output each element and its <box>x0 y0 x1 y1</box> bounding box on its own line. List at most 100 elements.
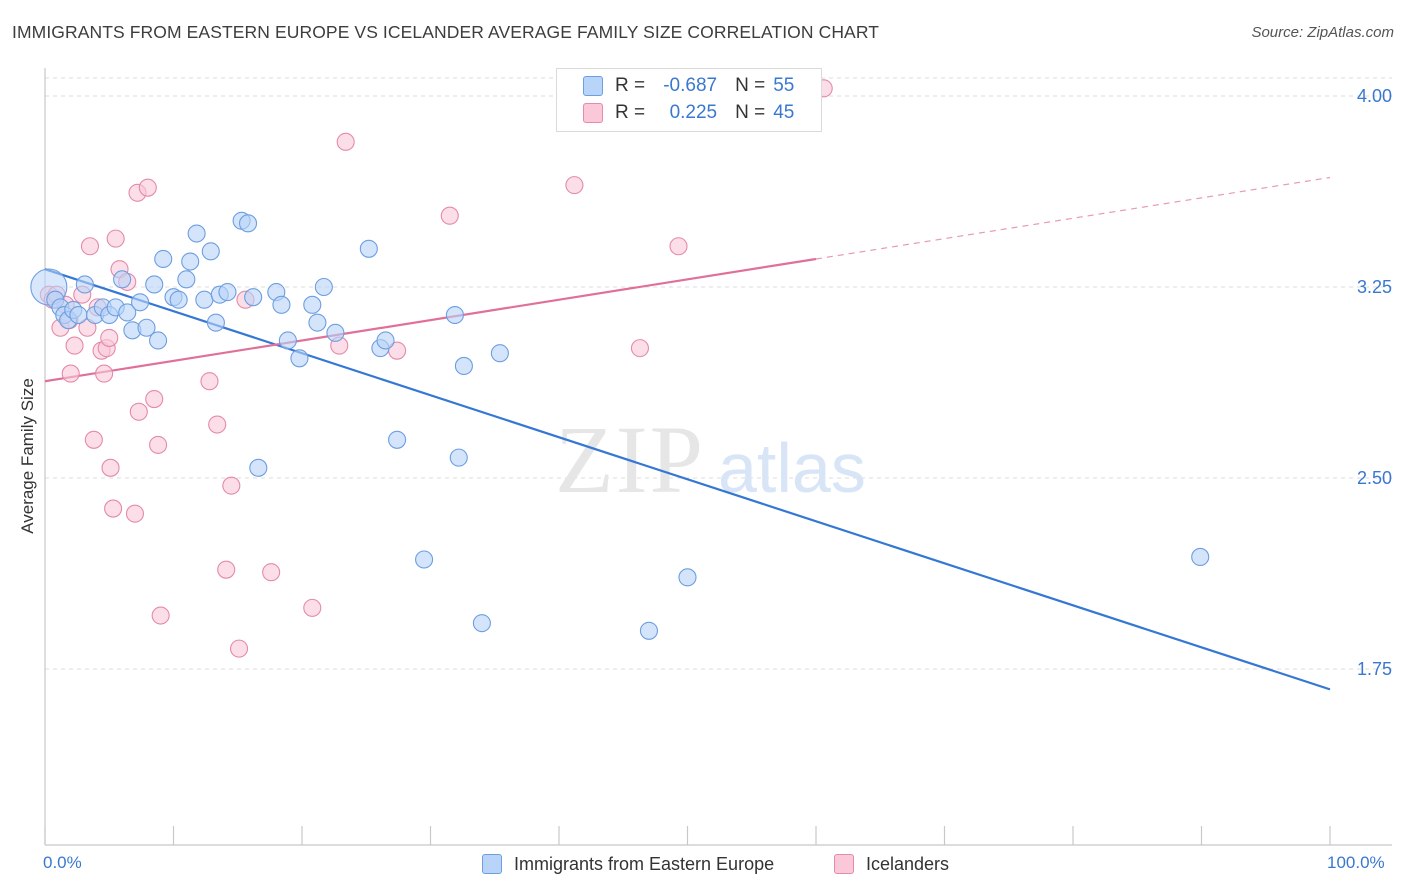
bottom-legend-eastern-europe: Immigrants from Eastern Europe <box>482 852 774 876</box>
icelanders-point <box>217 560 236 579</box>
trend-line-icelanders <box>44 257 817 383</box>
icelanders-point <box>129 402 148 421</box>
eastern-europe-point <box>169 290 188 309</box>
eastern-europe-points <box>30 211 1210 640</box>
eastern-europe-point <box>376 331 395 350</box>
eastern-europe-point <box>249 458 268 477</box>
icelanders-point <box>303 598 322 617</box>
icelanders-point <box>80 237 100 256</box>
legend-n-label: N = <box>735 102 766 123</box>
legend-swatch-blue <box>583 76 603 96</box>
icelanders-point <box>65 336 84 355</box>
eastern-europe-point <box>326 323 345 342</box>
icelanders-point <box>565 176 584 195</box>
chart-title: IMMIGRANTS FROM EASTERN EUROPE VS ICELAN… <box>12 22 880 42</box>
eastern-europe-point <box>308 313 327 332</box>
eastern-europe-point <box>118 303 137 322</box>
trend-lines <box>44 176 1331 691</box>
bottom-legend-icelanders: Icelanders <box>834 852 949 876</box>
y-tick-label: 2.50 <box>1357 468 1392 488</box>
eastern-europe-point <box>303 295 322 314</box>
y-axis-label: Average Family Size <box>18 378 37 534</box>
icelanders-point <box>222 476 241 495</box>
legend-row-eastern-europe: R = -0.687 N = 55 <box>583 73 794 99</box>
eastern-europe-point <box>454 356 473 375</box>
watermark-atlas: atlas <box>718 429 866 507</box>
icelanders-point <box>125 504 144 523</box>
eastern-europe-point <box>388 430 407 449</box>
icelanders-point <box>100 328 119 347</box>
eastern-europe-point <box>272 295 291 314</box>
eastern-europe-point <box>206 313 225 332</box>
icelanders-point <box>106 229 125 248</box>
legend-r-value-eastern-europe: -0.687 <box>663 75 718 96</box>
legend-n-label: N = <box>735 75 766 96</box>
trend-line-eastern-europe <box>44 268 1331 691</box>
icelanders-points <box>39 79 833 658</box>
eastern-europe-point <box>177 270 196 289</box>
icelanders-point <box>101 458 120 477</box>
eastern-europe-point <box>445 305 464 325</box>
eastern-europe-point <box>449 448 468 467</box>
icelanders-point <box>208 415 227 434</box>
y-tick-label: 3.25 <box>1357 277 1392 297</box>
eastern-europe-point <box>244 288 263 307</box>
correlation-legend: R = -0.687 N = 55 R = 0.225 N = 45 <box>556 68 822 132</box>
trend-line-icelanders-extension <box>815 176 1331 260</box>
x-tick-label-max: 100.0% <box>1327 853 1385 872</box>
bottom-legend-label-eastern-europe: Immigrants from Eastern Europe <box>514 853 775 874</box>
legend-r-value-icelanders: 0.225 <box>669 102 718 123</box>
eastern-europe-point <box>238 214 258 233</box>
icelanders-point <box>229 639 249 658</box>
eastern-europe-point <box>359 239 378 258</box>
legend-n-value-eastern-europe: 55 <box>773 75 795 96</box>
icelanders-point <box>61 364 80 383</box>
eastern-europe-point <box>472 614 491 633</box>
gridlines <box>45 77 1392 670</box>
legend-swatch-pink <box>583 103 603 123</box>
icelanders-point <box>630 339 650 358</box>
icelanders-point <box>200 372 219 391</box>
bottom-legend-label-icelanders: Icelanders <box>866 853 950 874</box>
axes <box>44 68 1392 846</box>
eastern-europe-point <box>131 293 150 312</box>
eastern-europe-point <box>75 275 94 294</box>
y-tick-label: 1.75 <box>1357 659 1392 679</box>
eastern-europe-point <box>415 550 434 569</box>
bottom-legend-swatch-blue <box>482 854 502 874</box>
eastern-europe-point <box>639 621 659 640</box>
watermark: ZIP atlas <box>555 406 866 513</box>
icelanders-point <box>262 563 281 582</box>
icelanders-point <box>336 132 355 151</box>
eastern-europe-point <box>290 349 309 368</box>
eastern-europe-point <box>69 305 88 325</box>
icelanders-point <box>84 430 103 449</box>
bottom-legend-swatch-pink <box>834 854 854 874</box>
eastern-europe-point <box>278 331 297 350</box>
legend-n-value-icelanders: 45 <box>773 102 795 123</box>
y-tick-label: 4.00 <box>1357 86 1392 106</box>
eastern-europe-point <box>113 270 132 289</box>
eastern-europe-point <box>137 318 156 337</box>
eastern-europe-point <box>149 331 168 350</box>
icelanders-point <box>138 178 157 197</box>
eastern-europe-point <box>145 275 164 294</box>
icelanders-point <box>151 606 170 625</box>
legend-r-label: R = <box>615 102 646 123</box>
eastern-europe-point <box>678 568 697 587</box>
legend-r-label: R = <box>615 75 646 96</box>
icelanders-point <box>669 237 688 256</box>
legend-row-icelanders: R = 0.225 N = 45 <box>583 100 794 126</box>
icelanders-point <box>95 364 114 383</box>
icelanders-point <box>440 206 459 225</box>
eastern-europe-point <box>1191 547 1210 566</box>
eastern-europe-point <box>218 283 237 302</box>
x-tick-label-min: 0.0% <box>43 853 82 872</box>
eastern-europe-point <box>154 249 173 269</box>
icelanders-point <box>145 390 164 409</box>
eastern-europe-point <box>181 252 200 271</box>
eastern-europe-point <box>195 290 214 309</box>
icelanders-point <box>104 499 123 518</box>
eastern-europe-point <box>314 277 333 297</box>
